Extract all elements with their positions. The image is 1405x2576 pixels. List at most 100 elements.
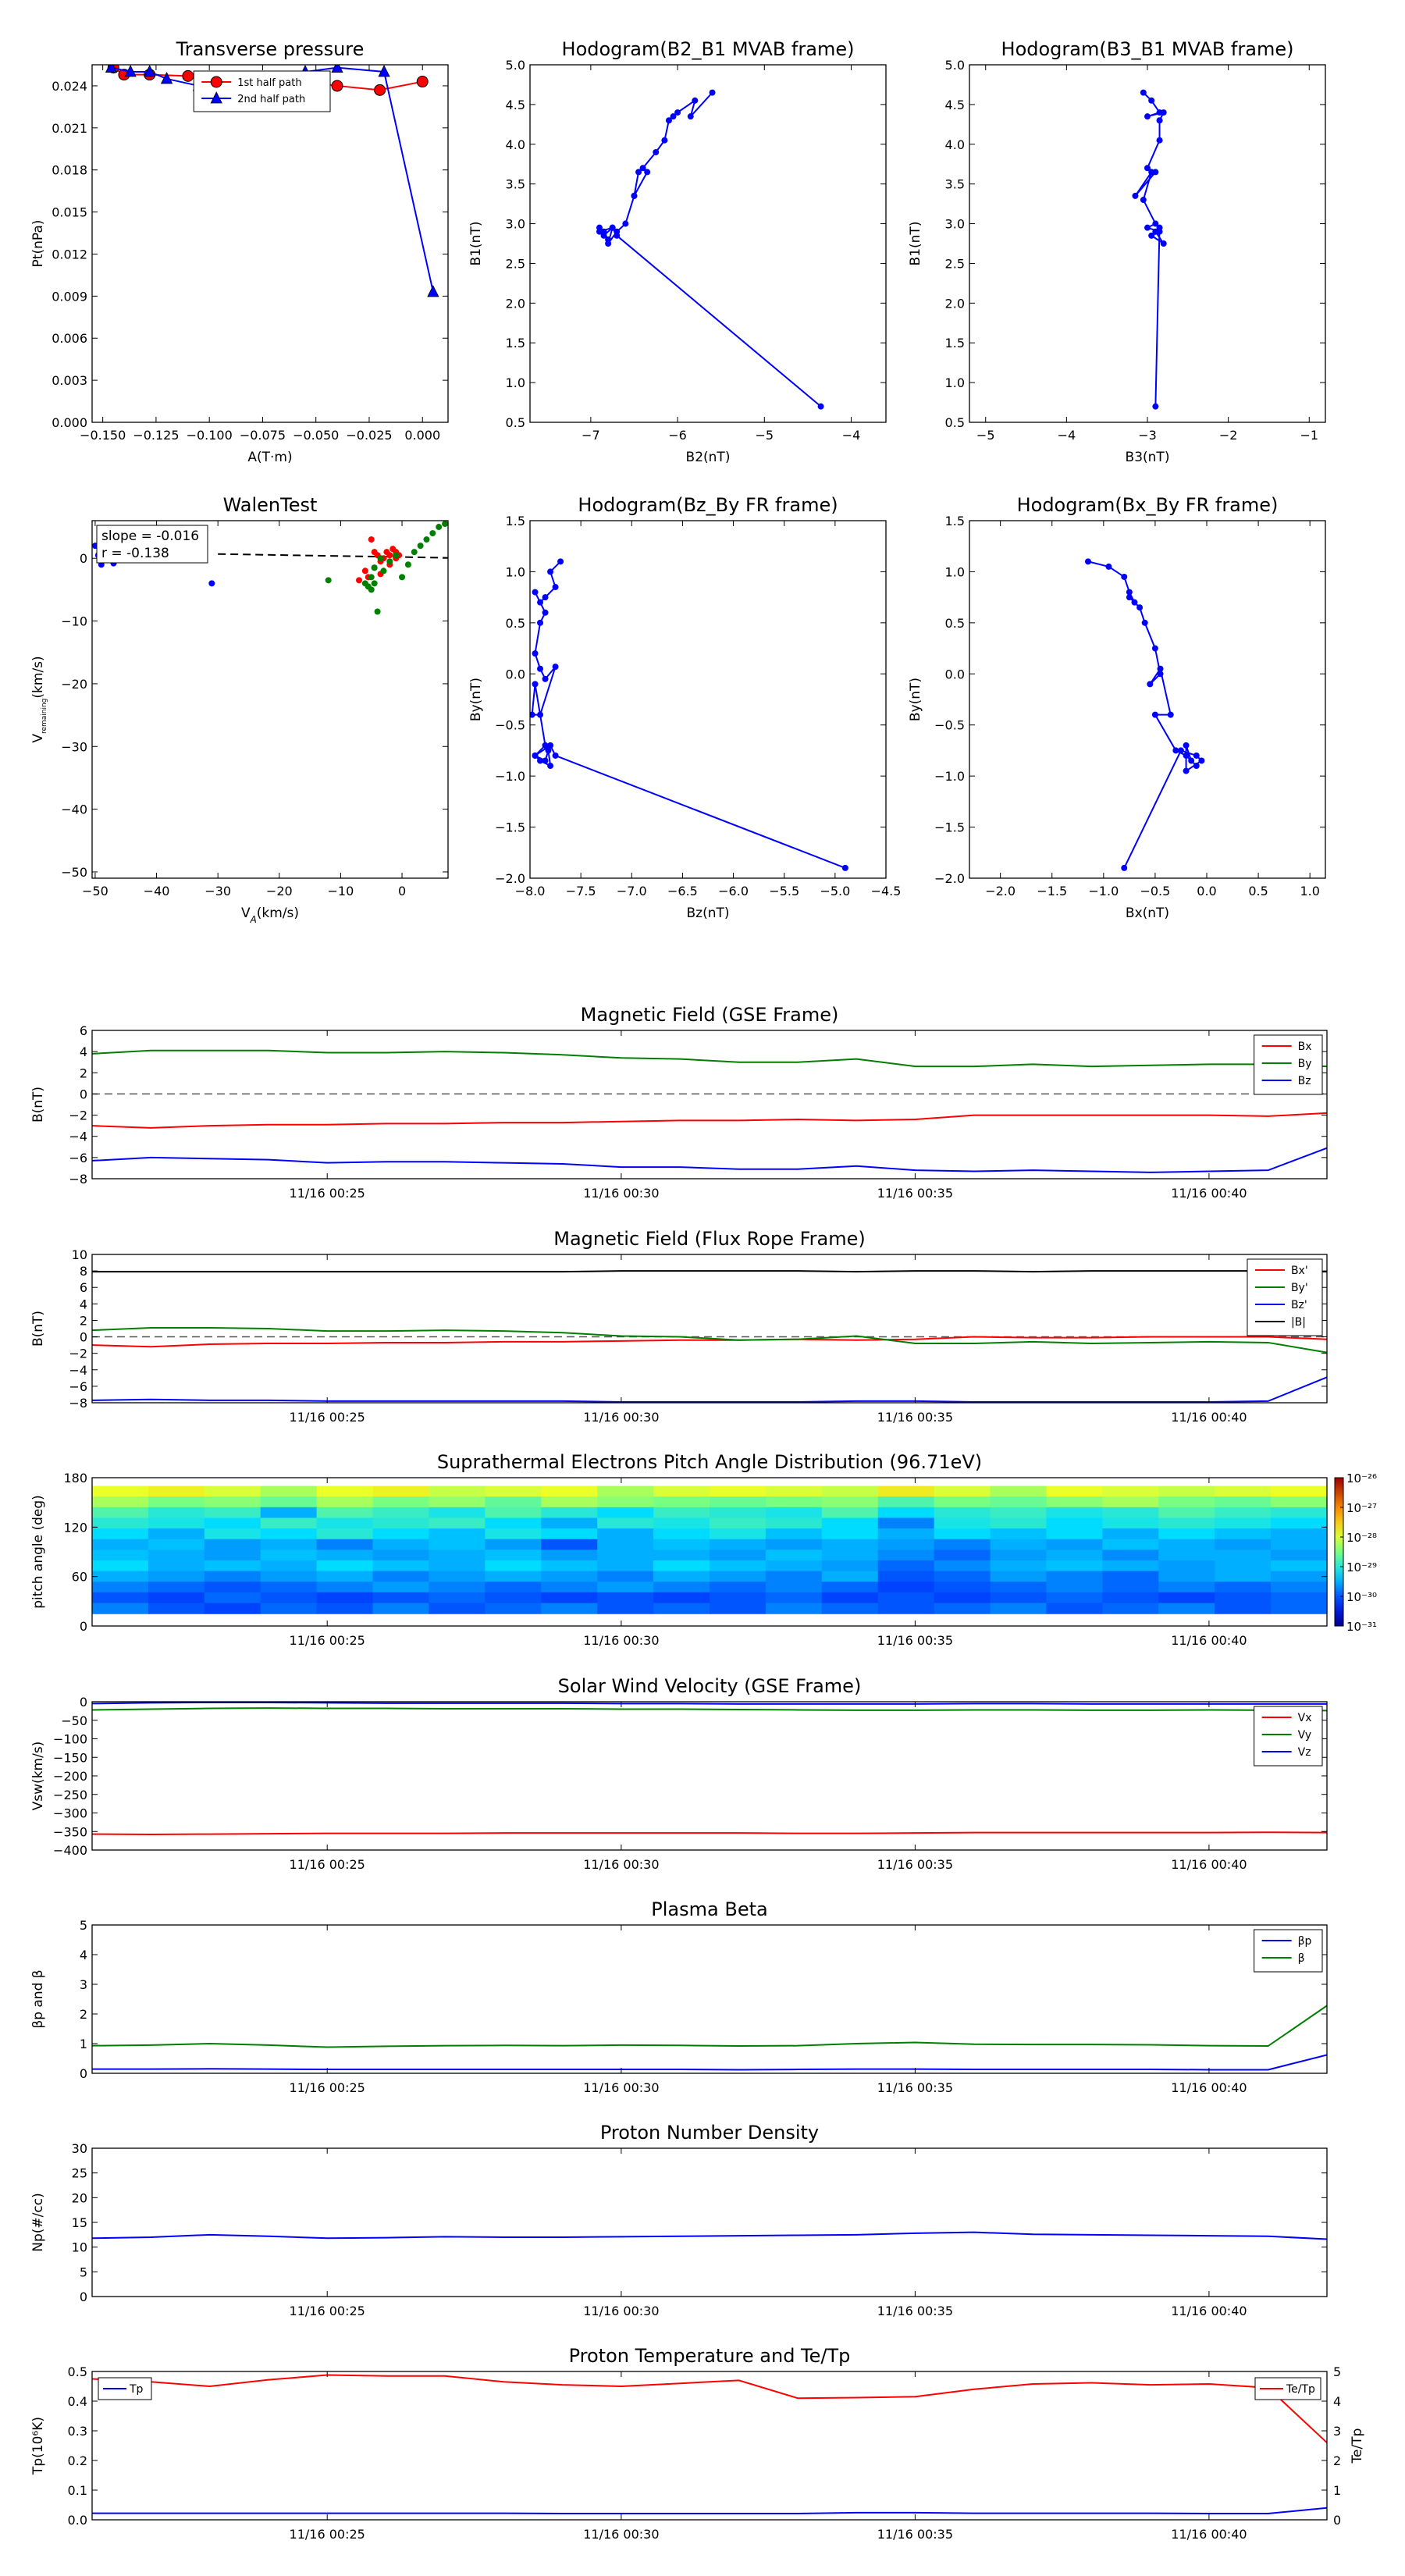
pad-cell (316, 1550, 374, 1561)
pad-cell (1271, 1592, 1328, 1604)
hxy-xtick-label: −0.5 (1140, 884, 1170, 898)
pad-cell (541, 1528, 598, 1540)
walen-ytick-label: −50 (61, 865, 87, 880)
walen-ylabel: Vremaining(km/s) (30, 656, 48, 742)
pad-cell (877, 1528, 935, 1540)
pad-xtick-label: 11/16 00:35 (877, 1633, 953, 1648)
pad-cell (541, 1496, 598, 1508)
pad-cell (1215, 1603, 1272, 1614)
bfr-series-1 (92, 1326, 1327, 1354)
pt-point (182, 69, 194, 82)
bfr-ytick-label: 0 (80, 1330, 87, 1345)
pad-cell (372, 1603, 430, 1614)
walen-point (386, 552, 393, 559)
pad-cell (485, 1507, 542, 1519)
hzy-point (537, 665, 544, 672)
bfr-legend-label: By' (1291, 1282, 1308, 1294)
pad-cell (485, 1528, 542, 1540)
pad-cell (765, 1592, 823, 1604)
pad-cell (260, 1550, 318, 1561)
vsw-legend-label: Vz (1298, 1746, 1311, 1759)
pt-ytick-label: 0.024 (52, 79, 87, 94)
bgse-legend-label: By (1298, 1058, 1312, 1070)
hzy-xtick-label: −7.0 (617, 884, 647, 898)
bfr-title: Magnetic Field (Flux Rope Frame) (553, 1228, 865, 1250)
np-ytick-label: 30 (72, 2141, 87, 2156)
pad-cell (372, 1592, 430, 1604)
pad-cell (1102, 1517, 1159, 1529)
pad-cell (934, 1560, 991, 1572)
h31-point (1152, 228, 1159, 235)
hzy-ytick-label: −1.0 (495, 769, 525, 784)
bfr-xtick-label: 11/16 00:25 (290, 1410, 365, 1425)
pad-cell (653, 1560, 710, 1572)
pad-cell (92, 1539, 149, 1550)
tp-panel: Proton Temperature and Te/Tp 11/16 00:25 1… (30, 2345, 1365, 2542)
tp-ytick-label: 0.0 (68, 2513, 87, 2528)
pad-cell (597, 1560, 654, 1572)
pad-cell (1215, 1592, 1272, 1604)
walen-xlabel: VA(km/s) (241, 906, 299, 925)
pad-cell (597, 1603, 654, 1614)
h31-point (1148, 97, 1155, 104)
h31-point (1160, 240, 1167, 247)
h31-point (1156, 117, 1163, 124)
hxy-point (1157, 665, 1164, 672)
hzy-point (545, 747, 552, 754)
h21-frame (529, 64, 887, 423)
bgse-ytick-label: −6 (69, 1151, 87, 1165)
pad-cell (372, 1571, 430, 1582)
bfr-ytick-label: −2 (69, 1347, 87, 1361)
bfr-series-2 (92, 1376, 1327, 1403)
pt-point (378, 65, 390, 77)
pad-cell (821, 1517, 879, 1529)
h31-point (1148, 169, 1155, 176)
hxy-ytick-label: −2.0 (934, 871, 965, 886)
walen-ytick-label: 0 (80, 551, 87, 566)
colorbar-label: 10⁻³¹ (1346, 1620, 1377, 1634)
hxy-point (1151, 645, 1158, 652)
walen-point (356, 577, 362, 584)
xlabel-v: V (241, 906, 251, 921)
hzy-point (537, 711, 544, 718)
pad-cell (316, 1517, 374, 1529)
vsw-ytick-label: −100 (53, 1732, 87, 1747)
pad-cell (1046, 1560, 1103, 1572)
tp-ytick-label: 1 (1333, 2483, 1341, 2498)
tp-series-0 (92, 2507, 1327, 2515)
h21-point (635, 169, 642, 176)
walen-annotation-slope: slope = -0.016 (101, 528, 199, 544)
pad-cell (485, 1539, 542, 1550)
h21-point (614, 232, 621, 239)
ylabel-unit: (km/s) (30, 656, 46, 698)
h31-xtick-label: −4 (1058, 428, 1076, 443)
tp-ytick-label: 0.1 (68, 2483, 87, 2498)
h21-panel: Hodogram(B2_B1 MVAB frame) −7 −6 −5 −4 0.5 1.0… (468, 38, 887, 465)
pad-cell (934, 1517, 991, 1529)
pad-cell (710, 1592, 767, 1604)
h21-point (670, 113, 677, 120)
hxy-point (1157, 671, 1164, 678)
pad-cell (92, 1603, 149, 1614)
pad-cell (934, 1496, 991, 1508)
vsw-ytick-label: −150 (53, 1750, 87, 1765)
bgse-ytick-label: −2 (69, 1108, 87, 1123)
walen-title: WalenTest (223, 494, 318, 516)
hzy-point (530, 711, 535, 718)
pad-cell (429, 1603, 486, 1614)
pad-cell (990, 1507, 1048, 1519)
pad-ytick-label: 60 (72, 1570, 87, 1585)
pad-cell (260, 1582, 318, 1593)
pad-cell (148, 1560, 205, 1572)
pad-cell (92, 1571, 149, 1582)
tp-ytick-label: 0.3 (68, 2424, 87, 2439)
bfr-ytick-label: −8 (69, 1396, 87, 1411)
pad-cell (597, 1485, 654, 1497)
hxy-point (1183, 752, 1190, 759)
hxy-ytick-label: 0.5 (945, 616, 965, 631)
walen-annotation-r: r = -0.138 (101, 546, 169, 561)
beta-ytick-label: 3 (80, 1977, 87, 1992)
pad-cell (1158, 1528, 1215, 1540)
pad-cell (1158, 1496, 1215, 1508)
pad-cell (877, 1507, 935, 1519)
